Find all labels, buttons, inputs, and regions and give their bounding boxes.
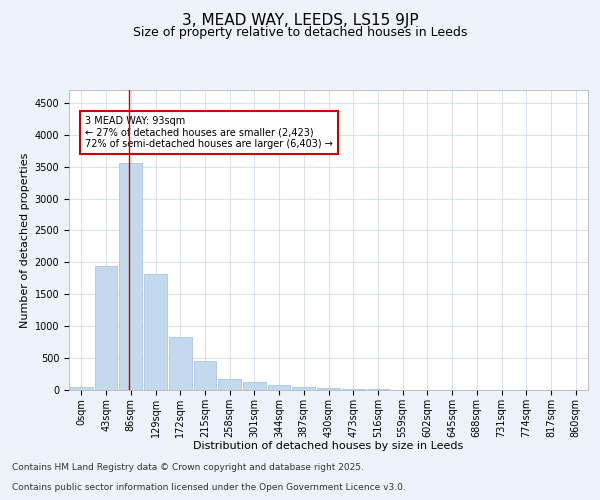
Text: 3 MEAD WAY: 93sqm
← 27% of detached houses are smaller (2,423)
72% of semi-detac: 3 MEAD WAY: 93sqm ← 27% of detached hous… xyxy=(85,116,333,148)
Bar xyxy=(169,337,191,390)
Bar xyxy=(119,164,142,390)
Bar xyxy=(144,274,167,390)
Bar xyxy=(292,387,315,390)
Bar xyxy=(342,389,365,390)
Bar xyxy=(95,266,118,390)
X-axis label: Distribution of detached houses by size in Leeds: Distribution of detached houses by size … xyxy=(193,441,464,451)
Bar xyxy=(243,382,266,390)
Bar xyxy=(194,362,216,390)
Bar xyxy=(218,379,241,390)
Bar xyxy=(70,387,93,390)
Y-axis label: Number of detached properties: Number of detached properties xyxy=(20,152,31,328)
Bar xyxy=(317,388,340,390)
Bar xyxy=(268,384,290,390)
Text: Contains public sector information licensed under the Open Government Licence v3: Contains public sector information licen… xyxy=(12,484,406,492)
Text: Contains HM Land Registry data © Crown copyright and database right 2025.: Contains HM Land Registry data © Crown c… xyxy=(12,464,364,472)
Text: Size of property relative to detached houses in Leeds: Size of property relative to detached ho… xyxy=(133,26,467,39)
Text: 3, MEAD WAY, LEEDS, LS15 9JP: 3, MEAD WAY, LEEDS, LS15 9JP xyxy=(182,12,418,28)
